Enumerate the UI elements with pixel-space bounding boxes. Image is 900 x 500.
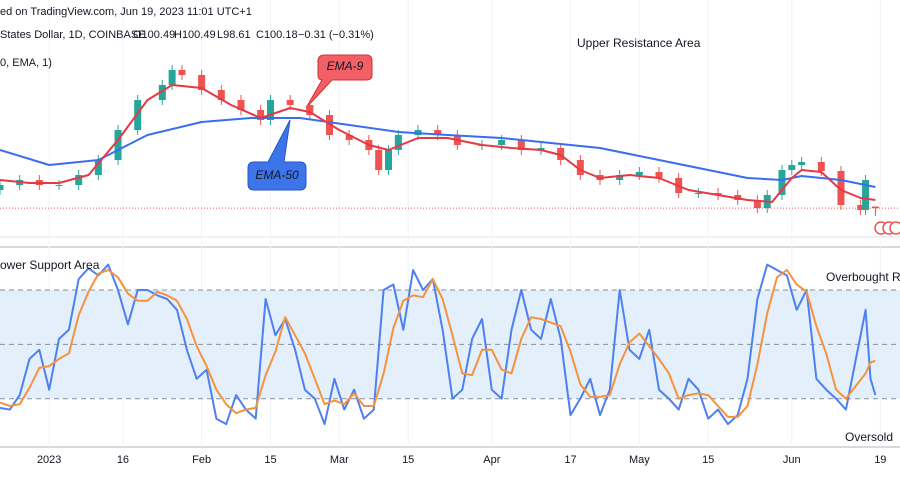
candle-body — [778, 170, 786, 195]
candle-body — [434, 130, 442, 135]
line-series — [0, 84, 876, 203]
candle-body — [837, 171, 845, 205]
candle-body — [306, 105, 314, 115]
candle-body — [55, 185, 63, 186]
callout-box — [305, 54, 373, 109]
symbol: States Dollar, 1D, COINBASE — [0, 29, 146, 41]
background-layer — [0, 0, 900, 448]
x-tick-label: Jun — [783, 454, 801, 466]
candle-body — [134, 100, 142, 130]
candle-body — [178, 70, 186, 75]
candle-body — [655, 172, 663, 178]
line-series — [0, 269, 876, 418]
candle-body — [616, 175, 624, 180]
ohlc-low: L98.61 — [217, 29, 251, 41]
candle-body — [286, 100, 294, 105]
line-series — [0, 263, 877, 426]
candle-body — [94, 160, 102, 175]
candle-body — [517, 140, 525, 150]
candle-body — [257, 110, 265, 120]
flag-icon — [889, 221, 900, 235]
change: −0.31 (−0.31%) — [298, 29, 374, 41]
candle-body — [345, 135, 353, 140]
ohlc-high: H100.49 — [174, 29, 216, 41]
x-tick-label: Apr — [483, 454, 500, 466]
x-tick-label: 16 — [117, 454, 129, 466]
candle-body — [114, 130, 122, 160]
candle-body — [635, 172, 643, 175]
annotation: Overbought Re — [826, 270, 900, 284]
candle-body — [798, 162, 806, 165]
candle-body — [375, 150, 383, 170]
x-tick-label: Mar — [330, 454, 349, 466]
candle-body — [753, 200, 761, 208]
callout-label: EMA-50 — [255, 168, 299, 182]
ohlc-close: C100.18 — [256, 29, 298, 41]
x-tick-label: 17 — [564, 454, 576, 466]
candle-body — [0, 185, 4, 190]
candle-body — [237, 100, 245, 110]
candle-body — [217, 90, 225, 100]
x-tick-label: 15 — [702, 454, 714, 466]
candle-body — [871, 206, 879, 209]
line-series — [0, 117, 876, 188]
candle-body — [266, 100, 274, 120]
candle-body — [498, 140, 506, 145]
marks-layer — [0, 65, 900, 426]
candle-body — [198, 75, 206, 90]
candle-body — [158, 85, 166, 100]
candle-body — [385, 150, 393, 170]
candle-body — [817, 162, 825, 171]
candle-body — [788, 165, 796, 170]
candle-body — [857, 205, 865, 210]
callout-label: EMA-9 — [327, 59, 364, 73]
x-tick-label: 15 — [402, 454, 414, 466]
candle-body — [576, 160, 584, 175]
indicator-label: 0, EMA, 1) — [0, 57, 52, 69]
source-line: ed on TradingView.com, Jun 19, 2023 11:0… — [0, 6, 252, 18]
candle-body — [168, 70, 176, 85]
ohlc-open: O100.49 — [133, 29, 175, 41]
callout-box — [247, 119, 307, 191]
text-layer: ed on TradingView.com, Jun 19, 2023 11:0… — [0, 6, 900, 466]
x-tick-label: May — [629, 454, 650, 466]
x-tick-label: 2023 — [37, 454, 61, 466]
x-tick-label: 15 — [264, 454, 276, 466]
candle-body — [394, 135, 402, 150]
annotation: Oversold — [845, 430, 893, 444]
annotation: Upper Resistance Area — [577, 36, 701, 50]
x-tick-label: Feb — [192, 454, 211, 466]
x-tick-label: 19 — [874, 454, 886, 466]
annotation: ower Support Area — [0, 258, 100, 272]
candle-body — [862, 180, 870, 210]
candle-body — [694, 193, 702, 194]
candle-body — [75, 175, 83, 185]
